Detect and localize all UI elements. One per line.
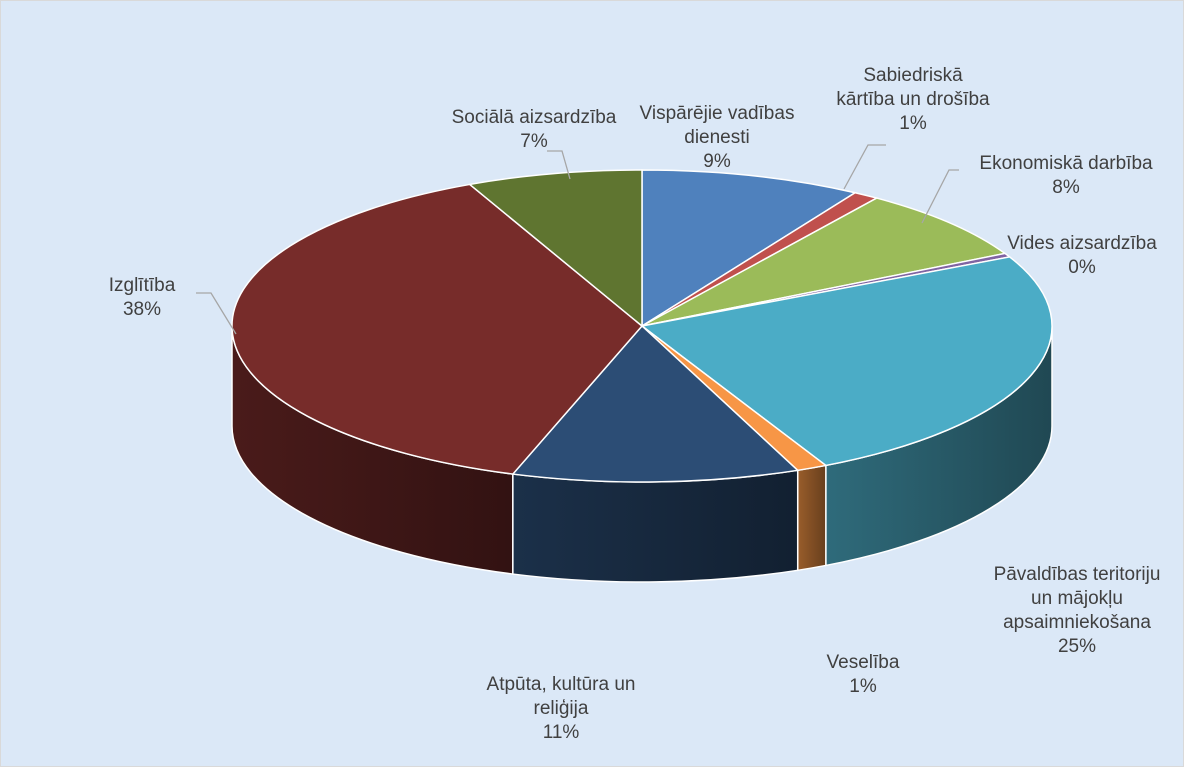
- pie-slice-6: [511, 324, 800, 483]
- data-label-8: Sociālā aizsardzība 7%: [452, 107, 617, 152]
- data-label-0: Vispārējie vadības dienesti 9%: [640, 103, 795, 172]
- pie-slice-2: [641, 197, 1007, 327]
- pie-side-6: [512, 469, 799, 583]
- data-labels: Vispārējie vadības dienesti 9% Sabiedriskā k…: [109, 65, 1161, 743]
- percent-label: 1%: [849, 676, 877, 697]
- pie-slice-8: [468, 169, 643, 328]
- pie-slice-7: [231, 183, 644, 475]
- percent-label: 38%: [123, 299, 161, 320]
- category-label: Veselība: [827, 652, 900, 673]
- category-label: un mājokļu: [1031, 588, 1123, 609]
- category-label: dienesti: [684, 127, 750, 148]
- percent-label: 11%: [543, 722, 580, 743]
- leader-line-1: [843, 144, 886, 190]
- percent-label: 1%: [899, 113, 927, 134]
- percent-label: 8%: [1052, 177, 1080, 198]
- category-label: Pāvaldības teritoriju: [994, 564, 1161, 585]
- leader-line-8: [547, 150, 571, 180]
- percent-label: 25%: [1058, 636, 1096, 657]
- percent-label: 7%: [520, 131, 548, 152]
- category-label: Ekonomiskā darbība: [979, 153, 1153, 174]
- percent-label: 9%: [703, 151, 731, 172]
- category-label: kārtība un drošība: [836, 89, 990, 110]
- category-label: apsaimniekošana: [1003, 612, 1151, 633]
- data-label-5: Veselība 1%: [827, 652, 900, 697]
- pie-sides: [231, 325, 1053, 583]
- category-label: Vides aizsardzība: [1007, 233, 1157, 254]
- category-label: Sabiedriskā: [863, 65, 963, 86]
- leader-line-7: [196, 292, 237, 335]
- leader-line-2: [921, 169, 959, 224]
- data-label-4: Pāvaldības teritoriju un mājokļu apsaimnie…: [994, 564, 1161, 657]
- category-label: Izglītība: [109, 275, 176, 296]
- category-label: reliģija: [534, 698, 589, 719]
- leader-lines: [196, 144, 959, 335]
- pie-slice-0: [641, 169, 858, 328]
- category-label: Atpūta, kultūra un: [487, 674, 636, 695]
- percent-label: 0%: [1068, 257, 1096, 278]
- pie-side-5: [796, 464, 827, 572]
- data-label-7: Izglītība 38%: [109, 275, 176, 320]
- pie-slice-4: [640, 256, 1053, 467]
- category-label: Vispārējie vadības: [640, 103, 795, 124]
- category-label: Sociālā aizsardzība: [452, 107, 617, 128]
- pie-tops: [231, 169, 1053, 483]
- data-label-6: Atpūta, kultūra un reliģija 11%: [487, 674, 636, 743]
- data-label-1: Sabiedriskā kārtība un drošība 1%: [836, 65, 990, 134]
- data-label-3: Vides aizsardzība 0%: [1007, 233, 1157, 278]
- data-label-2: Ekonomiskā darbība 8%: [979, 153, 1153, 198]
